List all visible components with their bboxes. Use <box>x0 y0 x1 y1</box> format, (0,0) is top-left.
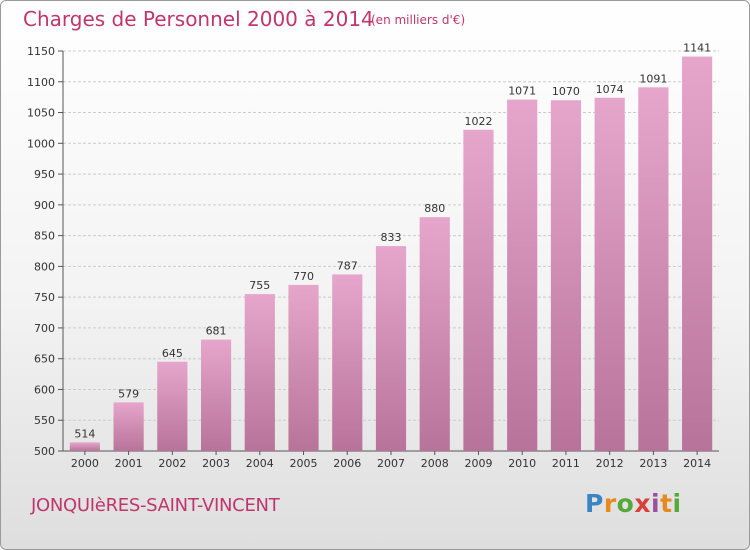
y-tick-label: 750 <box>34 291 55 304</box>
data-label: 833 <box>381 231 402 244</box>
bar <box>550 100 582 451</box>
y-tick-label: 950 <box>34 168 55 181</box>
logo-letter: r <box>603 489 617 518</box>
data-label: 770 <box>293 270 314 283</box>
bar <box>419 217 450 451</box>
data-label: 1141 <box>683 42 711 55</box>
y-tick-label: 800 <box>34 260 55 273</box>
x-tick-label: 2003 <box>202 457 230 470</box>
y-tick-label: 850 <box>34 230 55 243</box>
y-tick-label: 1050 <box>27 107 55 120</box>
bar <box>69 442 100 451</box>
x-tick-label: 2002 <box>158 457 186 470</box>
bar <box>682 56 713 452</box>
unit-note: (en milliers d'€) <box>371 13 466 27</box>
y-tick-label: 1100 <box>27 76 55 89</box>
proxiti-logo: Proxiti <box>585 489 682 518</box>
logo-letter: P <box>585 489 604 518</box>
data-label: 787 <box>337 259 358 272</box>
y-tick-label: 1150 <box>27 45 55 58</box>
x-tick-label: 2014 <box>683 457 711 470</box>
y-tick-label: 700 <box>34 322 55 335</box>
data-label: 1091 <box>639 72 667 85</box>
x-tick-label: 2005 <box>290 457 318 470</box>
x-tick-label: 2004 <box>246 457 274 470</box>
data-labels: 514 579 645 681 755 770 787 833 880 1022 1071 1070 1… <box>74 42 711 441</box>
commune-name: JONQUIèRES-SAINT-VINCENT <box>31 495 280 516</box>
data-label: 880 <box>424 202 445 215</box>
bar <box>594 97 625 452</box>
bar <box>638 87 669 452</box>
logo-letter: i <box>672 489 682 518</box>
x-tick-label: 2013 <box>639 457 667 470</box>
data-label: 681 <box>206 325 227 338</box>
data-label: 1074 <box>596 83 624 96</box>
data-label: 579 <box>118 387 139 400</box>
bar <box>200 339 232 451</box>
bar <box>244 294 275 451</box>
chart-title: Charges de Personnel 2000 à 2014 <box>23 7 374 31</box>
data-label: 1071 <box>508 85 536 98</box>
data-label: 755 <box>249 279 270 292</box>
y-tick-label: 550 <box>34 414 55 427</box>
bar <box>113 402 144 451</box>
data-label: 645 <box>162 347 183 360</box>
bars <box>69 56 713 452</box>
x-tick-label: 2012 <box>596 457 624 470</box>
x-tick-label: 2006 <box>333 457 361 470</box>
logo-letter: t <box>660 489 673 518</box>
bar <box>288 284 319 451</box>
x-tick-label: 2010 <box>508 457 536 470</box>
logo-letter: o <box>616 489 635 518</box>
bar <box>375 246 407 451</box>
x-tick-label: 2000 <box>71 457 99 470</box>
bar <box>157 361 188 451</box>
logo-letter: i <box>651 489 661 518</box>
y-tick-label: 650 <box>34 353 55 366</box>
axes: 500 550 600 650 700 750 800 850 900 950 1000 1050 11… <box>27 45 719 470</box>
data-label: 1022 <box>464 115 492 128</box>
x-tick-label: 2011 <box>552 457 580 470</box>
bar <box>463 129 494 451</box>
y-tick-label: 500 <box>34 445 55 458</box>
x-tick-label: 2008 <box>421 457 449 470</box>
data-label: 514 <box>74 427 95 440</box>
data-label: 1070 <box>552 85 580 98</box>
y-tick-label: 900 <box>34 199 55 212</box>
y-tick-label: 600 <box>34 383 55 396</box>
bar <box>332 274 363 451</box>
x-tick-label: 2009 <box>464 457 492 470</box>
x-tick-label: 2001 <box>115 457 143 470</box>
y-tick-label: 1000 <box>27 137 55 150</box>
bar <box>507 99 538 451</box>
logo-letter: x <box>634 489 651 518</box>
x-tick-label: 2007 <box>377 457 405 470</box>
